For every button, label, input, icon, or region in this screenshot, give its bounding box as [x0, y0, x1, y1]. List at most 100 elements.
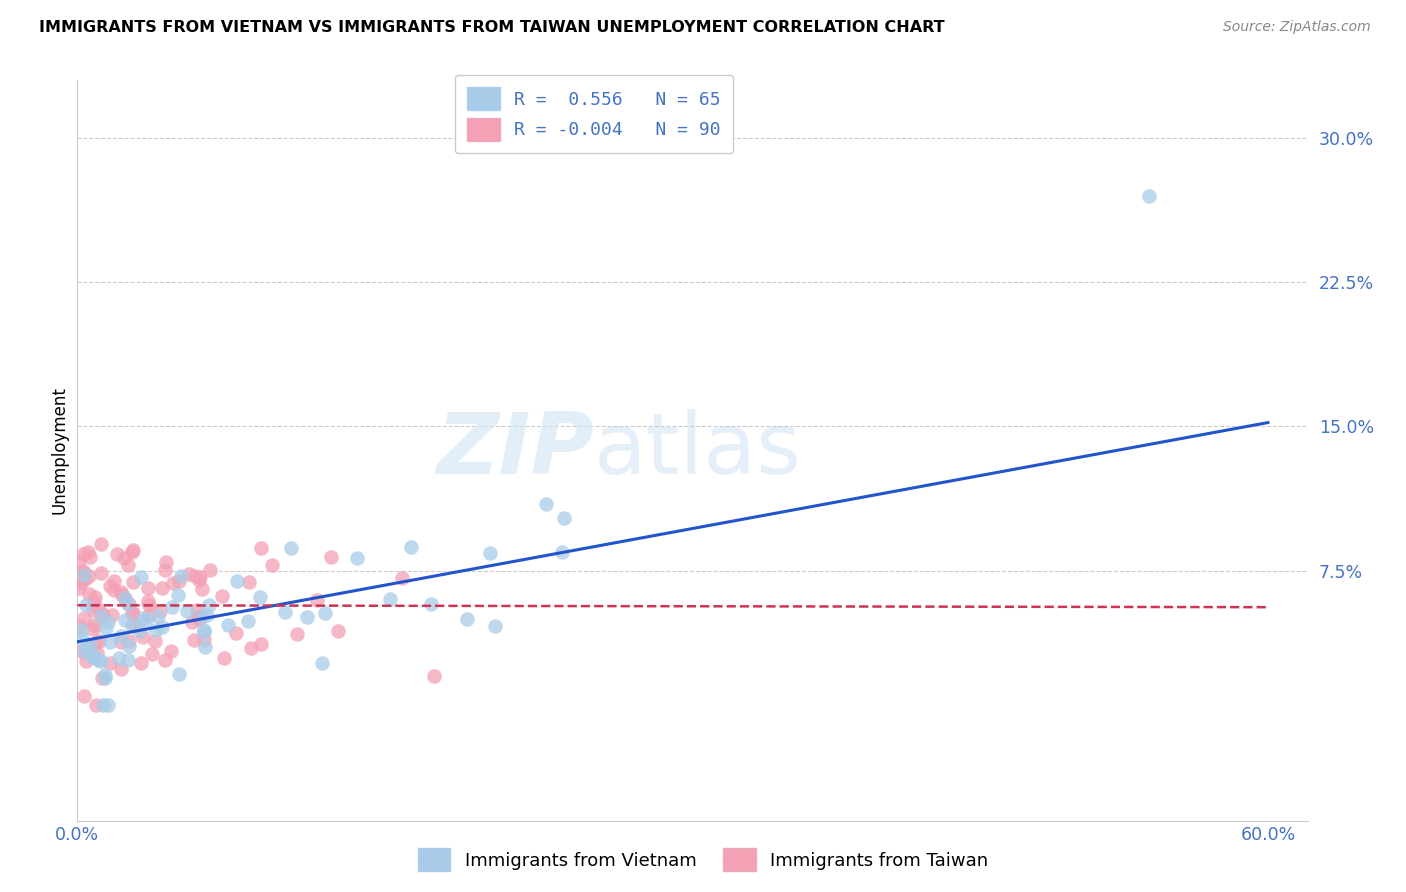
- Point: [118, 639, 141, 653]
- Point: [238, 575, 260, 590]
- Point: [122, 543, 145, 558]
- Point: [1137, 188, 1160, 202]
- Point: [155, 555, 177, 569]
- Point: [195, 607, 218, 622]
- Point: [93, 607, 115, 622]
- Point: [101, 607, 124, 622]
- Point: [87, 653, 110, 667]
- Point: [420, 598, 443, 612]
- Point: [97, 615, 120, 630]
- Point: [188, 612, 211, 626]
- Point: [197, 598, 219, 612]
- Point: [121, 606, 143, 620]
- Point: [94, 621, 117, 635]
- Point: [105, 547, 128, 561]
- Point: [176, 604, 198, 618]
- Point: [117, 653, 139, 667]
- Point: [194, 640, 217, 655]
- Point: [103, 583, 125, 598]
- Point: [319, 549, 342, 564]
- Point: [121, 545, 143, 559]
- Point: [225, 625, 247, 640]
- Point: [84, 636, 107, 650]
- Point: [100, 635, 122, 649]
- Point: [73, 568, 96, 582]
- Point: [166, 588, 188, 602]
- Point: [73, 644, 96, 658]
- Point: [214, 651, 236, 665]
- Point: [238, 614, 260, 628]
- Point: [69, 569, 91, 583]
- Point: [103, 574, 125, 588]
- Point: [399, 540, 422, 554]
- Point: [108, 651, 131, 665]
- Point: [128, 624, 150, 639]
- Point: [90, 609, 112, 624]
- Point: [179, 567, 201, 582]
- Point: [69, 644, 91, 658]
- Point: [191, 582, 214, 596]
- Point: [70, 631, 93, 645]
- Point: [553, 511, 575, 525]
- Point: [75, 654, 97, 668]
- Point: [86, 647, 108, 661]
- Point: [162, 599, 184, 614]
- Point: [129, 570, 152, 584]
- Point: [534, 498, 557, 512]
- Point: [114, 591, 136, 606]
- Point: [138, 599, 160, 613]
- Text: atlas: atlas: [595, 409, 801, 492]
- Point: [184, 569, 207, 583]
- Point: [73, 566, 96, 580]
- Point: [186, 603, 208, 617]
- Point: [94, 668, 117, 682]
- Point: [240, 641, 263, 656]
- Point: [114, 591, 136, 606]
- Point: [80, 649, 103, 664]
- Point: [70, 623, 93, 637]
- Point: [75, 598, 97, 612]
- Point: [82, 622, 104, 636]
- Point: [311, 656, 333, 670]
- Point: [456, 612, 478, 626]
- Point: [117, 598, 139, 612]
- Point: [82, 603, 104, 617]
- Point: [250, 638, 273, 652]
- Point: [76, 640, 98, 655]
- Point: [69, 619, 91, 633]
- Point: [110, 635, 132, 649]
- Point: [90, 566, 112, 580]
- Point: [69, 576, 91, 591]
- Point: [110, 585, 132, 599]
- Point: [110, 629, 132, 643]
- Point: [77, 544, 100, 558]
- Point: [73, 689, 96, 703]
- Point: [273, 605, 295, 619]
- Point: [75, 572, 97, 586]
- Point: [378, 591, 401, 606]
- Point: [250, 541, 273, 556]
- Point: [83, 618, 105, 632]
- Point: [188, 573, 211, 587]
- Point: [153, 563, 176, 577]
- Point: [83, 591, 105, 605]
- Point: [77, 587, 100, 601]
- Point: [136, 593, 159, 607]
- Point: [188, 570, 211, 584]
- Point: [98, 579, 121, 593]
- Point: [193, 624, 215, 639]
- Point: [79, 549, 101, 564]
- Point: [67, 582, 90, 596]
- Point: [91, 698, 114, 713]
- Point: [193, 633, 215, 648]
- Point: [83, 595, 105, 609]
- Point: [121, 574, 143, 589]
- Point: [169, 574, 191, 588]
- Point: [148, 604, 170, 618]
- Point: [391, 571, 413, 585]
- Point: [79, 569, 101, 583]
- Point: [260, 558, 283, 572]
- Point: [159, 644, 181, 658]
- Point: [131, 611, 153, 625]
- Point: [479, 546, 502, 560]
